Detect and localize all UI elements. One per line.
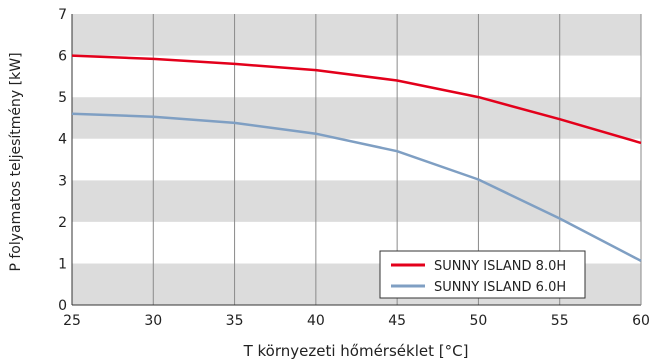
x-tick-label-30: 30 — [144, 313, 162, 329]
band-6 — [72, 14, 641, 56]
y-tick-label-6: 6 — [58, 49, 67, 65]
y-tick-label-1: 1 — [58, 256, 67, 272]
y-tick-label-3: 3 — [58, 173, 67, 189]
x-tick-label-25: 25 — [63, 313, 81, 329]
y-tick-label-5: 5 — [58, 90, 67, 106]
x-tick-label-50: 50 — [470, 313, 488, 329]
series-line-1 — [71, 54, 642, 145]
series-line-2 — [71, 112, 642, 263]
legend-label-sunny-island-6: SUNNY ISLAND 6.0H — [434, 280, 566, 295]
legend-box — [379, 250, 586, 299]
series-lines — [71, 54, 642, 263]
legend: SUNNY ISLAND 8.0H SUNNY ISLAND 6.0H — [379, 250, 586, 299]
y-axis-label: P folyamatos teljesítmény [kW] — [8, 52, 24, 271]
x-tick-label-55: 55 — [551, 313, 569, 329]
x-tick-label-60: 60 — [632, 313, 650, 329]
x-tick-label-45: 45 — [388, 313, 406, 329]
band-3 — [72, 138, 641, 181]
axes — [71, 14, 642, 306]
y-tick-label-4: 4 — [58, 132, 67, 148]
x-tick-labels: 25 30 35 40 45 50 55 60 — [63, 313, 650, 329]
x-axis-label: T környezeti hőmérséklet [°C] — [243, 342, 469, 360]
y-tick-labels: 0 1 2 3 4 5 6 7 — [58, 7, 67, 314]
y-tick-label-0: 0 — [58, 298, 67, 314]
legend-label-sunny-island-8: SUNNY ISLAND 8.0H — [434, 259, 566, 274]
y-tick-label-7: 7 — [58, 7, 67, 23]
band-2 — [72, 180, 641, 222]
x-tick-label-40: 40 — [307, 313, 325, 329]
x-tick-label-35: 35 — [226, 313, 244, 329]
y-tick-label-2: 2 — [58, 215, 67, 231]
